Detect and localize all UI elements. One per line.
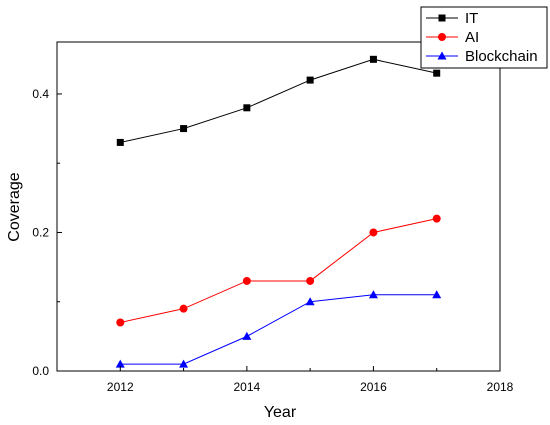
x-axis-title: Year (264, 404, 297, 421)
point-ai-2016 (369, 228, 378, 237)
point-it-2014 (243, 104, 251, 112)
legend-marker-ai (438, 33, 446, 41)
x-tick-label-2016: 2016 (360, 380, 387, 394)
plot-frame (56, 41, 501, 372)
point-blockchain-2017 (432, 290, 442, 299)
point-blockchain-2012 (115, 359, 125, 368)
point-ai-2014 (242, 276, 251, 285)
series-markers (115, 55, 442, 368)
point-blockchain-2014 (242, 331, 252, 340)
series-line-blockchain (120, 294, 437, 365)
y-tick-label-0.0: 0.0 (32, 364, 49, 378)
point-ai-2012 (116, 318, 125, 327)
y-axis-title: Coverage (6, 172, 23, 241)
y-axis: 0.0 0.2 0.4 (32, 87, 62, 378)
point-ai-2015 (306, 276, 315, 285)
y-tick-label-0.4: 0.4 (32, 87, 49, 101)
legend-marker-it (438, 14, 446, 22)
point-ai-2013 (179, 304, 188, 313)
legend-marker-blockchain (437, 51, 447, 60)
point-blockchain-2015 (305, 297, 315, 306)
point-it-2017 (433, 69, 441, 77)
point-ai-2017 (432, 214, 441, 223)
point-it-2016 (369, 55, 377, 63)
legend-label-it: IT (465, 10, 478, 27)
point-blockchain-2013 (179, 359, 189, 368)
x-axis: 2012 2014 2016 2018 (56, 366, 514, 394)
point-it-2012 (116, 138, 124, 146)
point-blockchain-2016 (368, 290, 378, 299)
series-lines (120, 58, 437, 365)
point-it-2013 (180, 125, 188, 133)
y-tick-label-0.2: 0.2 (32, 225, 49, 239)
x-tick-label-2014: 2014 (234, 380, 261, 394)
point-it-2015 (306, 76, 314, 84)
x-tick-label-2012: 2012 (107, 380, 134, 394)
legend-label-blockchain: Blockchain (465, 48, 538, 65)
series-line-it (120, 58, 437, 143)
series-line-ai (120, 218, 437, 324)
legend: IT AI Blockchain (420, 6, 548, 69)
legend-label-ai: AI (465, 29, 479, 46)
x-tick-label-2018: 2018 (487, 380, 514, 394)
